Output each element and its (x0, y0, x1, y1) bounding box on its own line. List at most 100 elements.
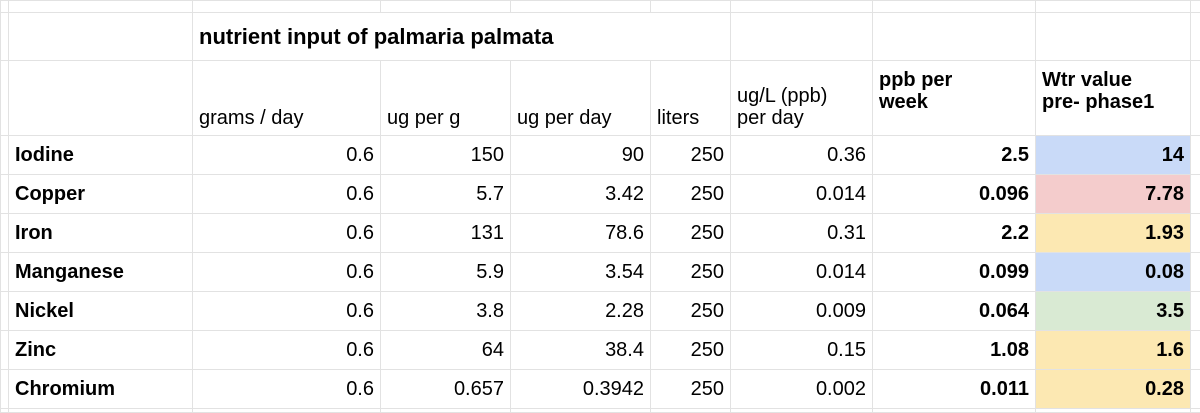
cell (731, 1, 873, 13)
value-cell: 0.6 (193, 175, 381, 214)
value-cell: 0.009 (731, 292, 873, 331)
cell (731, 13, 873, 61)
value-cell: 64 (381, 331, 511, 370)
cell (1191, 409, 1200, 413)
column-header: ug/L (ppb) per day (731, 61, 873, 136)
row (1, 409, 1200, 413)
cell (1, 292, 9, 331)
value-cell: 0.28 (1036, 370, 1191, 409)
cell (1191, 175, 1200, 214)
value-cell: 0.014 (731, 253, 873, 292)
value-cell: 2.5 (873, 136, 1036, 175)
cell (511, 409, 651, 413)
cell (193, 409, 381, 413)
cell (381, 1, 511, 13)
value-cell: 3.8 (381, 292, 511, 331)
row-label: Nickel (9, 292, 193, 331)
value-cell: 0.6 (193, 214, 381, 253)
cell (1, 370, 9, 409)
value-cell: 5.7 (381, 175, 511, 214)
cell (1191, 292, 1200, 331)
row-label: Iron (9, 214, 193, 253)
value-cell: 0.31 (731, 214, 873, 253)
value-cell: 2.2 (873, 214, 1036, 253)
value-cell: 131 (381, 214, 511, 253)
row-label: Zinc (9, 331, 193, 370)
value-cell: 7.78 (1036, 175, 1191, 214)
column-header: ug per day (511, 61, 651, 136)
value-cell: 0.36 (731, 136, 873, 175)
cell (9, 1, 193, 13)
cell (1, 175, 9, 214)
cell (1191, 13, 1200, 61)
cell (1, 253, 9, 292)
value-cell: 3.5 (1036, 292, 1191, 331)
row-label: Copper (9, 175, 193, 214)
cell (9, 13, 193, 61)
column-header: grams / day (193, 61, 381, 136)
value-cell: 0.6 (193, 370, 381, 409)
cell (1, 13, 9, 61)
value-cell: 2.28 (511, 292, 651, 331)
value-cell: 1.6 (1036, 331, 1191, 370)
value-cell: 1.93 (1036, 214, 1191, 253)
value-cell: 0.064 (873, 292, 1036, 331)
cell (193, 1, 381, 13)
cell (873, 13, 1036, 61)
value-cell: 78.6 (511, 214, 651, 253)
value-cell: 1.08 (873, 331, 1036, 370)
column-header: ppb per week (873, 61, 1036, 136)
cell (1191, 136, 1200, 175)
value-cell: 90 (511, 136, 651, 175)
cell (381, 409, 511, 413)
cell (1, 331, 9, 370)
cell (873, 1, 1036, 13)
value-cell: 0.011 (873, 370, 1036, 409)
cell (1036, 1, 1191, 13)
value-cell: 250 (651, 292, 731, 331)
cell (9, 409, 193, 413)
cell (1036, 13, 1191, 61)
cell (1191, 214, 1200, 253)
value-cell: 0.657 (381, 370, 511, 409)
value-cell: 0.6 (193, 253, 381, 292)
cell (1, 214, 9, 253)
value-cell: 5.9 (381, 253, 511, 292)
cell (1, 1, 9, 13)
cell (651, 409, 731, 413)
cell (1191, 61, 1200, 136)
cell (651, 1, 731, 13)
value-cell: 150 (381, 136, 511, 175)
row-label: Chromium (9, 370, 193, 409)
cell (873, 409, 1036, 413)
value-cell: 0.08 (1036, 253, 1191, 292)
value-cell: 250 (651, 175, 731, 214)
value-cell: 250 (651, 214, 731, 253)
column-header: liters (651, 61, 731, 136)
sheet-title: nutrient input of palmaria palmata (193, 13, 731, 61)
cell (1, 409, 9, 413)
value-cell: 0.014 (731, 175, 873, 214)
row-label: Iodine (9, 136, 193, 175)
value-cell: 38.4 (511, 331, 651, 370)
value-cell: 0.15 (731, 331, 873, 370)
cell (731, 409, 873, 413)
value-cell: 250 (651, 331, 731, 370)
row (1, 1, 1200, 13)
cell (1, 61, 9, 136)
cell (1191, 331, 1200, 370)
value-cell: 14 (1036, 136, 1191, 175)
cell (1036, 409, 1191, 413)
cell (1191, 253, 1200, 292)
value-cell: 250 (651, 370, 731, 409)
cell (9, 61, 193, 136)
cell (1191, 370, 1200, 409)
value-cell: 0.6 (193, 331, 381, 370)
